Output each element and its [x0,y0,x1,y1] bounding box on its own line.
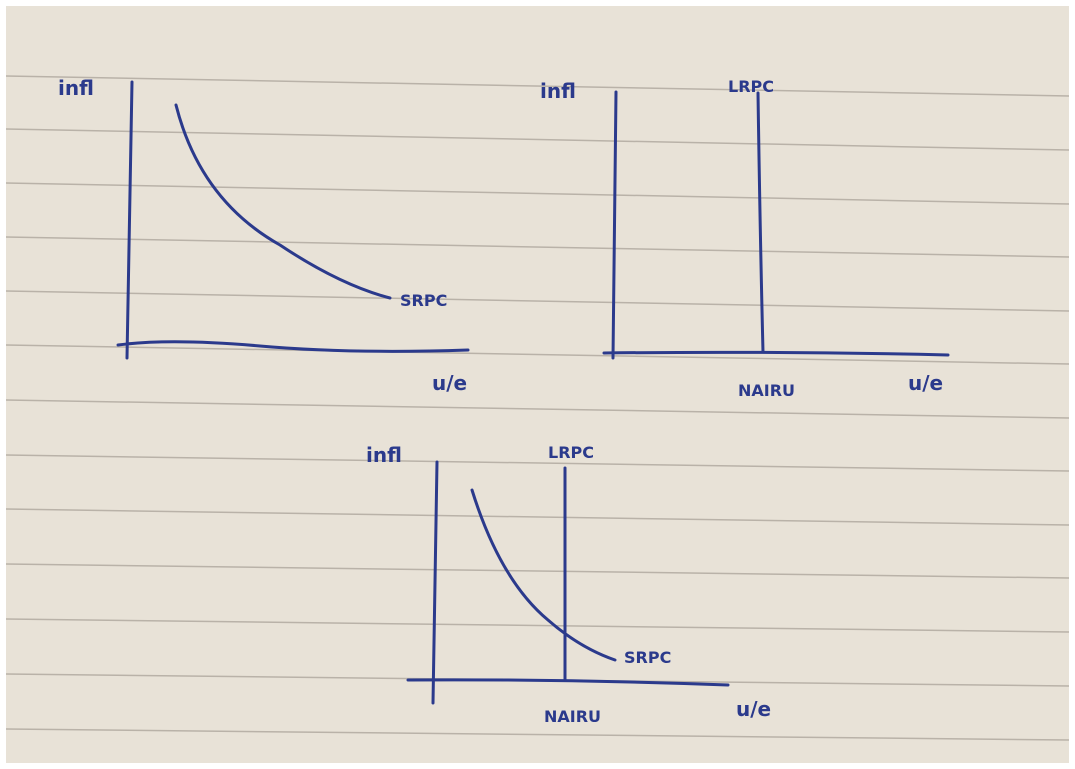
x-tick-label: NAIRU [738,381,795,400]
line-label: LRPC [548,443,594,462]
curve-label: SRPC [400,291,447,310]
x-label: u/e [432,371,467,395]
y-label: infl [366,443,402,467]
line-label: LRPC [728,77,774,96]
y-label: infl [58,76,94,100]
y-label: infl [540,79,576,103]
x-label: u/e [736,697,771,721]
x-label: u/e [908,371,943,395]
notebook-photo: infl u/e SRPC infl LRPC NAIRU u/e infl L… [0,0,1075,769]
x-tick-label: NAIRU [544,707,601,726]
curve-label: SRPC [624,648,671,667]
